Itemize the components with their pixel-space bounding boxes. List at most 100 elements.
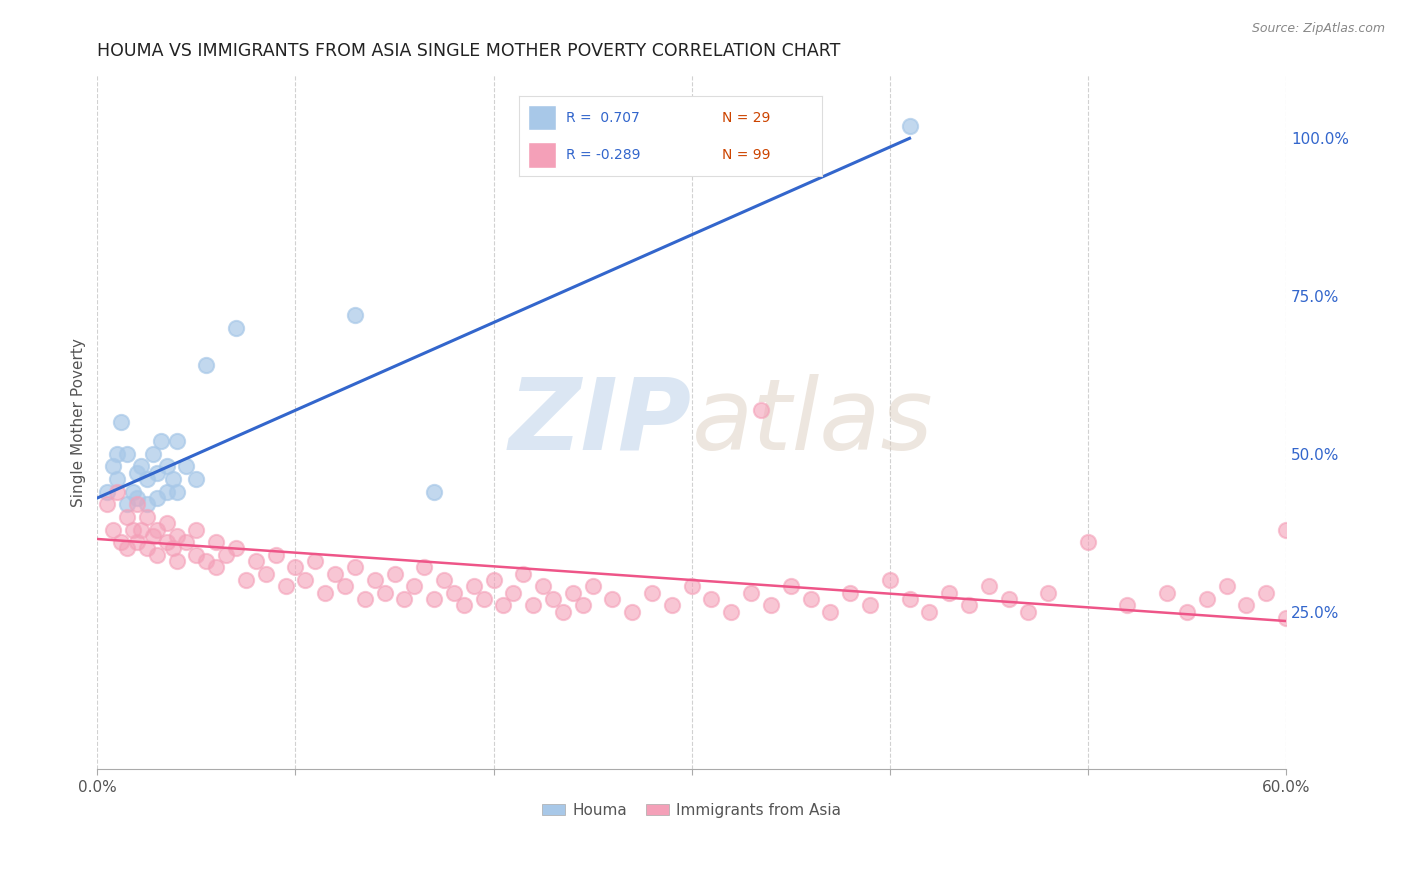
Point <box>105 472 128 486</box>
Point <box>156 484 179 499</box>
Point <box>149 434 172 449</box>
Point <box>561 585 583 599</box>
Point <box>264 548 287 562</box>
Point <box>759 599 782 613</box>
Point <box>186 472 208 486</box>
Point <box>166 434 188 449</box>
Point <box>122 484 145 499</box>
Point <box>166 554 188 568</box>
Point <box>156 516 179 531</box>
Point <box>166 529 188 543</box>
Point <box>333 579 356 593</box>
Point <box>225 541 247 556</box>
Point <box>404 579 426 593</box>
Point <box>195 359 218 373</box>
Point <box>314 585 336 599</box>
Point <box>482 573 505 587</box>
Point <box>997 591 1019 606</box>
Point <box>142 529 165 543</box>
Text: Source: ZipAtlas.com: Source: ZipAtlas.com <box>1251 22 1385 36</box>
Point <box>156 459 179 474</box>
Point <box>621 605 644 619</box>
Point <box>839 585 862 599</box>
Point <box>125 497 148 511</box>
Point <box>799 591 821 606</box>
Text: ZIP: ZIP <box>509 374 692 471</box>
Point <box>186 548 208 562</box>
Point <box>1256 585 1278 599</box>
Point <box>156 535 179 549</box>
Point <box>681 579 703 593</box>
Point <box>581 579 603 593</box>
Point <box>918 605 941 619</box>
Text: atlas: atlas <box>692 374 934 471</box>
Point <box>1116 599 1139 613</box>
Point <box>423 591 446 606</box>
Point <box>1275 523 1298 537</box>
Point <box>463 579 485 593</box>
Point <box>957 599 980 613</box>
Point <box>176 535 198 549</box>
Point <box>602 591 624 606</box>
Point <box>162 541 184 556</box>
Point <box>125 466 148 480</box>
Point <box>1275 611 1298 625</box>
Point <box>146 548 169 562</box>
Point <box>541 591 564 606</box>
Point <box>195 554 218 568</box>
Point <box>551 605 574 619</box>
Point <box>363 573 385 587</box>
Point <box>522 599 544 613</box>
Y-axis label: Single Mother Poverty: Single Mother Poverty <box>72 338 86 507</box>
Point <box>384 566 406 581</box>
Point <box>571 599 593 613</box>
Point <box>129 523 152 537</box>
Point <box>135 497 157 511</box>
Point <box>502 585 524 599</box>
Point <box>115 509 138 524</box>
Point <box>235 573 257 587</box>
Point <box>423 484 446 499</box>
Point <box>1234 599 1257 613</box>
Point <box>879 573 901 587</box>
Point <box>700 591 723 606</box>
Point <box>225 320 247 334</box>
Point <box>413 560 436 574</box>
Point <box>1038 585 1060 599</box>
Point <box>146 491 169 505</box>
Point <box>977 579 1000 593</box>
Point <box>353 591 375 606</box>
Point <box>115 541 138 556</box>
Point <box>720 605 742 619</box>
Point <box>294 573 316 587</box>
Point <box>374 585 396 599</box>
Point <box>254 566 277 581</box>
Point <box>820 605 842 619</box>
Point <box>215 548 238 562</box>
Point <box>115 447 138 461</box>
Point <box>135 472 157 486</box>
Point <box>186 523 208 537</box>
Point <box>115 497 138 511</box>
Point <box>394 591 416 606</box>
Point <box>125 491 148 505</box>
Point <box>135 509 157 524</box>
Point <box>146 523 169 537</box>
Point <box>1175 605 1198 619</box>
Point <box>898 591 921 606</box>
Point <box>103 459 125 474</box>
Point <box>122 523 145 537</box>
Point <box>1215 579 1237 593</box>
Point <box>129 459 152 474</box>
Point <box>284 560 307 574</box>
Point <box>110 415 132 429</box>
Point <box>125 535 148 549</box>
Point <box>859 599 882 613</box>
Point <box>205 560 228 574</box>
Point <box>1156 585 1178 599</box>
Point <box>443 585 465 599</box>
Point <box>433 573 456 587</box>
Point <box>110 535 132 549</box>
Point <box>898 119 921 133</box>
Point <box>176 459 198 474</box>
